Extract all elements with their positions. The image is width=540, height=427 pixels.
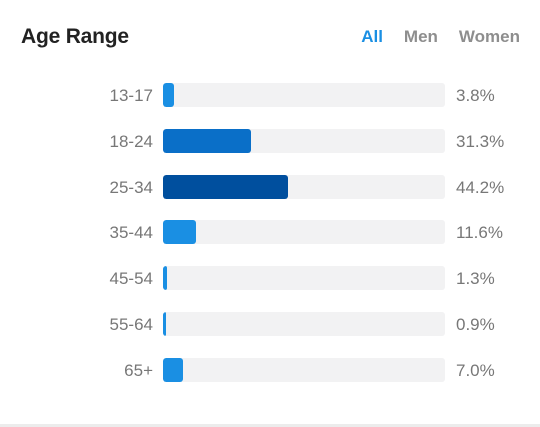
age-row-65-plus: 65+ 7.0% <box>0 347 540 393</box>
percentage-value: 0.9% <box>456 315 495 334</box>
tab-men[interactable]: Men <box>403 27 438 46</box>
age-range-label: 25-34 <box>109 177 153 197</box>
age-range-label: 18-24 <box>109 131 153 151</box>
bar-fill <box>163 174 288 199</box>
age-range-label: 13-17 <box>109 86 153 105</box>
age-row-45-54: 45-54 1.3% <box>0 255 540 301</box>
age-range-label: 45-54 <box>109 269 153 289</box>
tab-women[interactable]: Women <box>458 27 520 46</box>
bar-track <box>163 312 445 336</box>
age-row-55-64: 55-64 0.9% <box>0 301 540 347</box>
bar-fill <box>163 266 167 291</box>
age-range-label: 35-44 <box>109 223 153 243</box>
percentage-value: 3.8% <box>456 86 495 105</box>
bar-track <box>163 83 445 107</box>
age-row-18-24: 18-24 31.3% <box>0 118 540 164</box>
bar-fill <box>163 83 174 107</box>
percentage-value: 7.0% <box>456 360 495 380</box>
percentage-value: 44.2% <box>456 177 505 197</box>
bar-fill <box>163 357 183 382</box>
age-range-label: 55-64 <box>109 315 153 334</box>
card-title: Age Range <box>21 25 129 48</box>
age-row-13-17: 13-17 3.8% <box>0 72 540 118</box>
bar-track <box>163 220 445 245</box>
bar-fill <box>163 220 196 245</box>
bar-track <box>163 174 445 199</box>
bar-track <box>163 357 445 382</box>
bar-fill <box>163 128 252 153</box>
age-row-25-34: 25-34 44.2% <box>0 164 540 210</box>
tab-all[interactable]: All <box>361 27 383 46</box>
percentage-value: 1.3% <box>456 269 495 289</box>
age-range-label: 65+ <box>124 360 153 380</box>
bar-fill <box>163 312 166 336</box>
gender-filter-tabs: All Men Women <box>361 27 520 47</box>
card-header: Age Range All Men Women <box>0 0 540 76</box>
bar-track <box>163 128 445 153</box>
percentage-value: 31.3% <box>456 131 505 151</box>
bar-track <box>163 266 445 291</box>
age-row-35-44: 35-44 11.6% <box>0 209 540 255</box>
percentage-value: 11.6% <box>456 223 503 243</box>
